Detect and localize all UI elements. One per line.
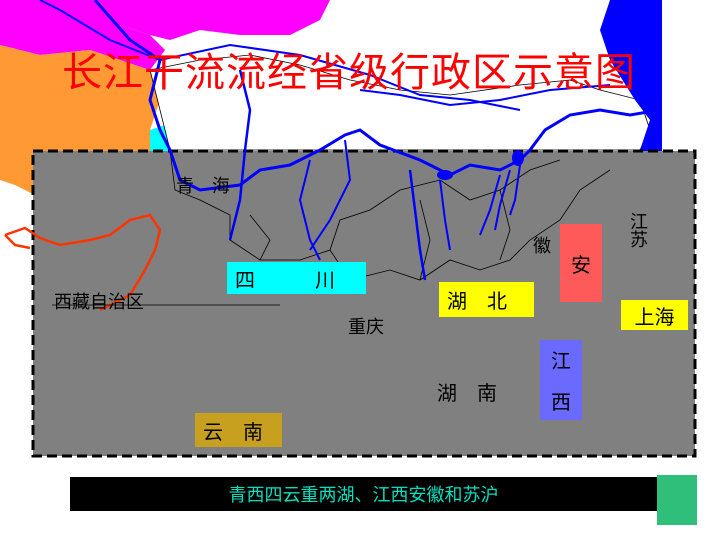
lake-2 bbox=[512, 150, 524, 166]
label-hunan: 湖 南 bbox=[437, 381, 497, 405]
footer-mnemonic: 青西四云重两湖、江西安徽和苏沪 bbox=[70, 477, 657, 511]
river-tributary-6 bbox=[479, 174, 501, 236]
river-tributary-7 bbox=[494, 169, 511, 231]
label-anhui-side: 徽 bbox=[533, 236, 551, 257]
box-yunnan: 云 南 bbox=[195, 413, 282, 447]
label-jiangsu: 江苏 bbox=[627, 212, 648, 248]
xizang-border bbox=[4, 213, 162, 312]
province-boundaries bbox=[169, 149, 611, 281]
river-tributary-4 bbox=[408, 169, 427, 281]
label-chongqing: 重庆 bbox=[348, 317, 384, 338]
magenta-region bbox=[0, 0, 165, 70]
footer-square bbox=[657, 475, 697, 525]
river-upper bbox=[39, 0, 521, 111]
label-xizang: 西藏自治区 bbox=[54, 292, 144, 313]
river-tributary-5 bbox=[439, 179, 451, 251]
river-tributary-8 bbox=[509, 164, 521, 216]
label-qinghai: 青 海 bbox=[176, 176, 230, 197]
pink-region bbox=[100, 0, 330, 40]
box-jiangxi-label-2: 西 bbox=[551, 390, 571, 414]
box-jiangxi: 江 西 bbox=[540, 340, 582, 420]
river-tributary-3 bbox=[309, 139, 352, 251]
box-anhui-label: 安 bbox=[571, 252, 591, 277]
box-jiangxi-label-1: 江 bbox=[551, 349, 571, 373]
river-tributary-1 bbox=[228, 69, 252, 241]
river-lower bbox=[359, 84, 611, 107]
box-anhui: 安 bbox=[560, 224, 602, 302]
box-sichuan: 四 川 bbox=[227, 262, 366, 294]
yangtze-river bbox=[93, 0, 661, 192]
box-hubei: 湖 北 bbox=[439, 282, 534, 317]
map-title: 长江干流流经省级行政区示意图 bbox=[62, 50, 636, 96]
grey-region bbox=[31, 149, 697, 458]
river-tributary-2 bbox=[298, 159, 321, 261]
box-shanghai: 上海 bbox=[621, 300, 688, 330]
lake-1 bbox=[437, 170, 453, 180]
